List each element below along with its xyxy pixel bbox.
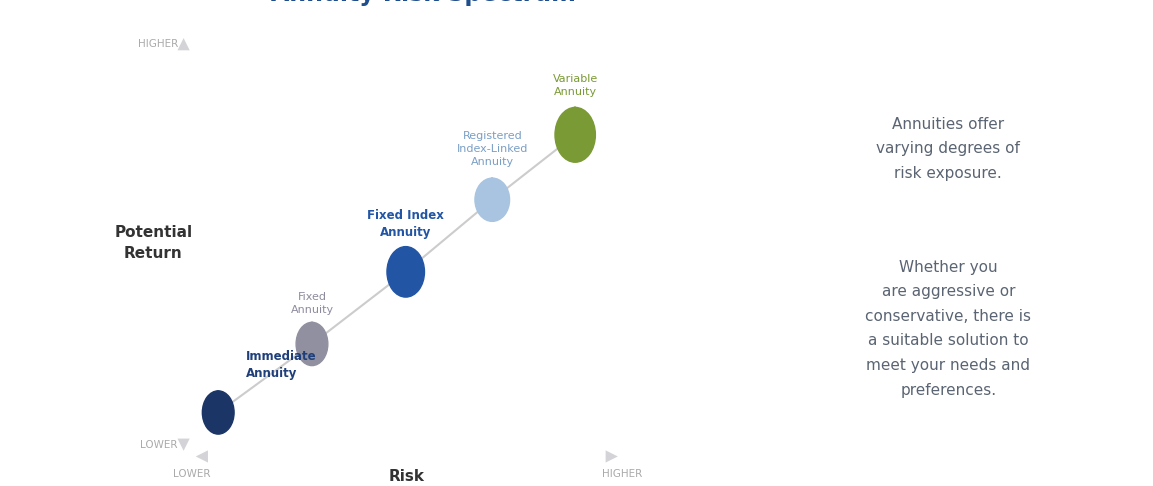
Text: Variable
Annuity: Variable Annuity — [552, 74, 597, 97]
Text: LOWER: LOWER — [141, 440, 178, 450]
Text: HIGHER: HIGHER — [137, 39, 178, 49]
Text: Registered
Index-Linked
Annuity: Registered Index-Linked Annuity — [457, 131, 528, 167]
Text: HIGHER: HIGHER — [602, 469, 642, 480]
Text: Whether you
are aggressive or
conservative, there is
a suitable solution to
meet: Whether you are aggressive or conservati… — [866, 260, 1031, 398]
Text: Annuity Risk Spectrum: Annuity Risk Spectrum — [271, 0, 576, 6]
Text: Immediate
Annuity: Immediate Annuity — [246, 350, 316, 380]
Ellipse shape — [203, 391, 234, 434]
Ellipse shape — [387, 246, 424, 297]
Text: Fixed Index
Annuity: Fixed Index Annuity — [368, 209, 444, 240]
Text: LOWER: LOWER — [173, 469, 210, 480]
Text: Fixed
Annuity: Fixed Annuity — [291, 292, 333, 315]
Ellipse shape — [296, 322, 327, 365]
Ellipse shape — [555, 107, 595, 162]
Text: Potential
Return: Potential Return — [114, 225, 193, 261]
Text: Annuities offer
varying degrees of
risk exposure.: Annuities offer varying degrees of risk … — [876, 117, 1020, 181]
Ellipse shape — [475, 178, 510, 221]
Text: Risk: Risk — [389, 469, 424, 485]
